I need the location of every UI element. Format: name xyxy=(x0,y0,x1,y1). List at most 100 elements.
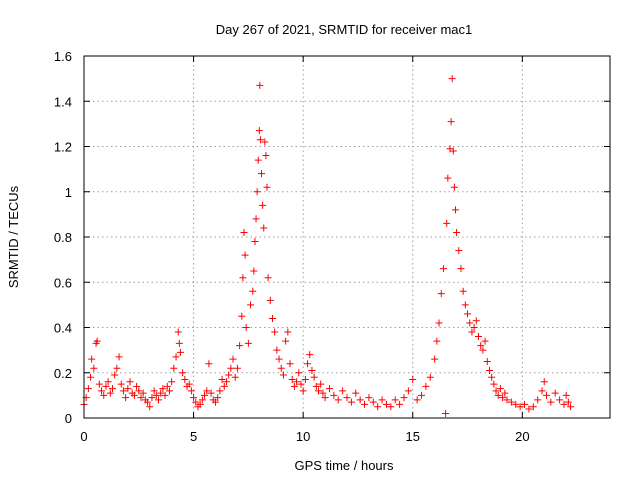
data-point xyxy=(444,174,452,182)
data-point xyxy=(144,398,152,406)
data-point xyxy=(542,391,550,399)
data-point xyxy=(181,376,189,384)
data-point xyxy=(475,333,482,341)
data-point xyxy=(252,215,260,223)
data-point xyxy=(88,355,96,363)
data-point xyxy=(277,364,285,372)
data-point xyxy=(308,366,316,374)
data-point xyxy=(400,394,408,402)
data-point xyxy=(115,353,123,361)
data-point xyxy=(439,265,447,273)
data-point xyxy=(190,394,198,402)
data-point xyxy=(241,251,249,259)
data-point xyxy=(516,403,524,411)
y-tick-label: 0.8 xyxy=(54,230,72,245)
data-point xyxy=(448,75,456,83)
y-axis-label: SRMTID / TECUs xyxy=(6,185,21,288)
data-point xyxy=(262,152,270,160)
data-point xyxy=(382,400,390,408)
data-point xyxy=(238,312,246,320)
data-point xyxy=(244,339,252,347)
data-point xyxy=(95,380,103,388)
data-point xyxy=(117,380,125,388)
data-point xyxy=(319,389,327,397)
data-point xyxy=(87,373,95,381)
data-point xyxy=(437,290,445,298)
data-point xyxy=(111,371,119,379)
data-point xyxy=(196,400,204,408)
data-point xyxy=(150,387,158,395)
y-tick-label: 0.6 xyxy=(54,275,72,290)
data-point xyxy=(185,380,193,388)
data-point xyxy=(540,378,548,386)
data-point xyxy=(175,339,183,347)
data-point xyxy=(268,314,276,322)
data-point xyxy=(176,348,184,356)
data-point xyxy=(259,201,267,209)
data-point xyxy=(251,238,259,246)
data-point xyxy=(413,396,421,404)
data-point xyxy=(295,369,303,377)
data-point xyxy=(240,228,248,236)
data-point xyxy=(560,400,568,408)
data-point xyxy=(108,385,116,393)
data-point xyxy=(201,391,209,399)
data-point xyxy=(155,396,163,404)
data-point xyxy=(409,376,417,384)
chart-title: Day 267 of 2021, SRMTID for receiver mac… xyxy=(216,22,473,37)
data-point xyxy=(271,328,279,336)
data-point xyxy=(321,394,329,402)
data-point xyxy=(146,403,154,411)
x-tick-label: 15 xyxy=(406,429,420,444)
x-axis-label: GPS time / hours xyxy=(295,458,394,473)
data-point xyxy=(481,337,489,345)
data-point xyxy=(304,360,312,368)
data-point xyxy=(396,400,404,408)
data-point xyxy=(205,360,213,368)
data-point xyxy=(254,156,262,164)
data-point xyxy=(218,376,226,384)
data-point xyxy=(492,387,500,395)
data-point xyxy=(483,357,491,365)
data-point xyxy=(538,387,546,395)
data-point xyxy=(98,387,106,395)
data-point xyxy=(485,366,493,374)
data-point xyxy=(426,373,434,381)
data-point xyxy=(102,382,110,390)
data-point xyxy=(249,287,257,295)
data-point xyxy=(288,376,296,384)
data-point xyxy=(286,360,294,368)
data-point xyxy=(225,371,233,379)
data-point xyxy=(93,337,101,345)
data-point xyxy=(387,403,395,411)
data-point xyxy=(315,387,323,395)
data-point xyxy=(525,405,533,413)
data-point xyxy=(133,382,141,390)
data-point xyxy=(391,396,399,404)
y-tick-label: 0.2 xyxy=(54,366,72,381)
data-point xyxy=(378,396,386,404)
y-tick-label: 1.4 xyxy=(54,94,72,109)
data-point xyxy=(263,183,271,191)
x-tick-label: 10 xyxy=(296,429,310,444)
data-point xyxy=(299,387,307,395)
data-point xyxy=(275,355,283,363)
data-point xyxy=(343,394,351,402)
data-point xyxy=(447,118,455,126)
data-point xyxy=(461,301,469,309)
data-point xyxy=(258,170,266,178)
tick-labels: 0 0.2 0.4 0.6 0.8 1 1.2 1.4 1.6 0 5 10 15 20 xyxy=(54,49,530,444)
data-point xyxy=(253,188,261,196)
data-point xyxy=(339,387,347,395)
data-point xyxy=(556,396,564,404)
data-point xyxy=(227,364,235,372)
data-point xyxy=(450,183,458,191)
data-point xyxy=(124,385,132,393)
data-point xyxy=(247,301,255,309)
data-point xyxy=(297,380,305,388)
data-point xyxy=(229,355,237,363)
data-point xyxy=(256,136,264,144)
x-tick-label: 0 xyxy=(80,429,87,444)
y-tick-label: 1 xyxy=(65,185,72,200)
